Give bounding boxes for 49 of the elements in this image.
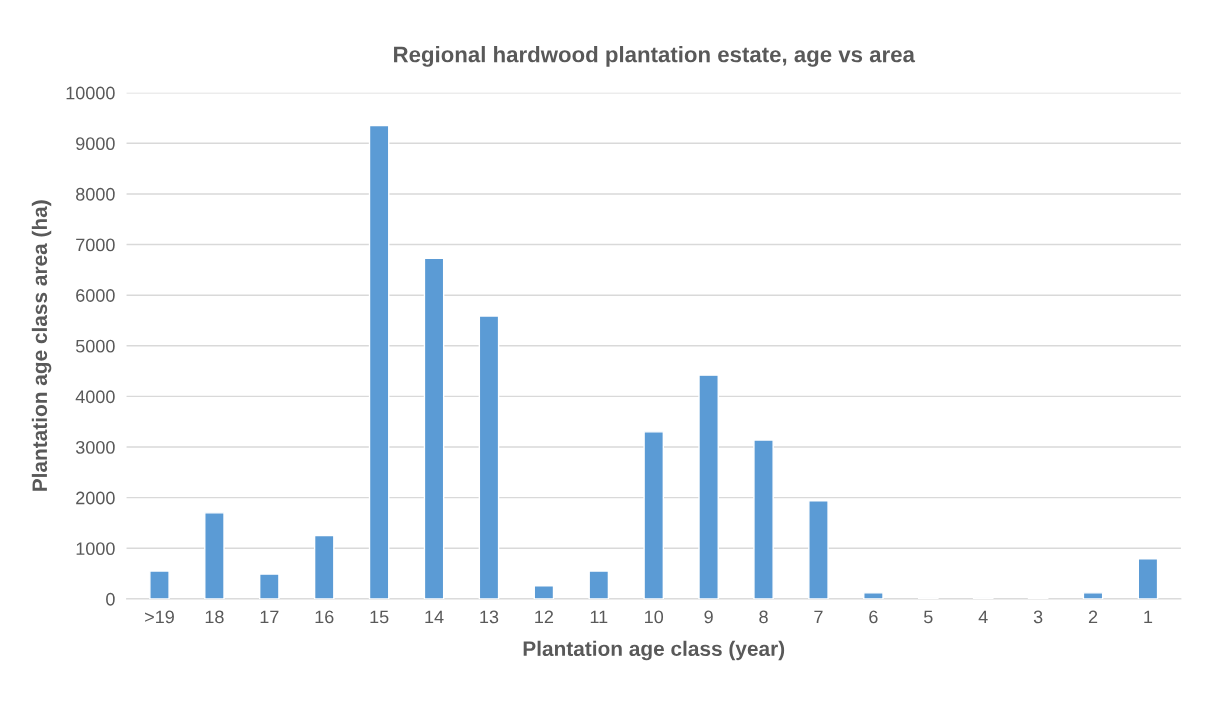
- x-tick-label: 16: [315, 610, 334, 624]
- x-tick-label: 13: [480, 610, 499, 624]
- x-tick-label: 14: [425, 610, 444, 624]
- bar: [588, 570, 610, 599]
- bar: [478, 315, 500, 599]
- bar: [149, 570, 170, 599]
- x-tick-label: 17: [260, 610, 279, 624]
- y-tick-label: 10000: [66, 86, 115, 100]
- bar: [423, 257, 445, 599]
- y-tick-label: 3000: [75, 440, 115, 454]
- x-tick-label: 9: [704, 610, 713, 624]
- x-tick-label: 10: [645, 610, 664, 624]
- x-tick-label: 15: [370, 610, 389, 624]
- bar: [533, 585, 555, 599]
- y-tick-label: 2000: [76, 491, 115, 505]
- x-tick-label: 12: [535, 610, 554, 624]
- chart-title: Regional hardwood plantation estate, age vs area: [394, 46, 916, 67]
- x-tick-label: 18: [205, 610, 224, 624]
- y-tick-label: 4000: [75, 390, 115, 404]
- bar: [808, 500, 829, 599]
- x-tick-label: 4: [978, 610, 988, 624]
- x-tick-label: 11: [590, 610, 608, 624]
- x-tick-label: 8: [759, 610, 768, 624]
- y-tick-label: 7000: [76, 238, 115, 252]
- bar: [204, 512, 225, 599]
- bar: [698, 374, 719, 599]
- bar: [258, 573, 280, 599]
- x-tick-label: 7: [814, 610, 823, 624]
- bar: [863, 592, 884, 599]
- y-axis-title: Plantation age class area (ha): [31, 200, 52, 491]
- bar: [368, 124, 390, 599]
- bar: [1082, 592, 1104, 599]
- y-tick-label: 5000: [75, 339, 115, 353]
- x-tick-label: 1: [1144, 610, 1153, 624]
- y-tick-label: 1000: [76, 542, 115, 556]
- x-tick-label: 3: [1033, 610, 1043, 624]
- y-tick-label: 6000: [76, 289, 115, 302]
- x-tick-label: 5: [923, 610, 933, 624]
- bar: [313, 534, 335, 599]
- x-tick-label: 6: [869, 610, 878, 624]
- y-tick-label: 0: [106, 592, 115, 606]
- bar: [643, 431, 665, 599]
- x-tick-label: >19: [145, 610, 174, 624]
- bar: [1137, 558, 1159, 599]
- bar: [753, 439, 774, 599]
- y-tick-label: 9000: [76, 137, 115, 151]
- x-tick-label: 2: [1088, 610, 1098, 624]
- y-tick-label: 8000: [76, 187, 115, 201]
- x-axis-title: Plantation age class (year): [523, 640, 785, 661]
